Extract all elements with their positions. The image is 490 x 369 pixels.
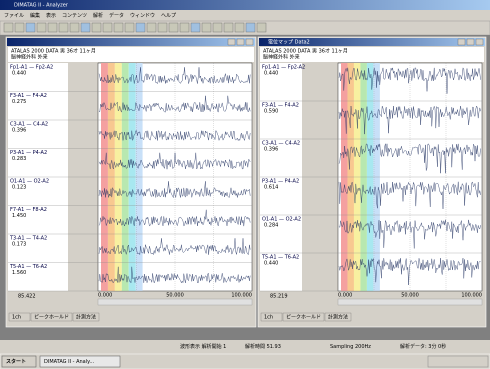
tool-button[interactable] xyxy=(202,23,211,32)
x-axis-label: 0.000 xyxy=(338,293,352,299)
menu-item[interactable]: ウィンドウ xyxy=(130,12,155,19)
window-button[interactable] xyxy=(458,39,465,45)
window-button[interactable] xyxy=(228,39,235,45)
tool-button[interactable] xyxy=(59,23,68,32)
header-text: 脳神経外科 外来 xyxy=(263,54,300,61)
tool-button[interactable] xyxy=(37,23,46,32)
tool-button[interactable] xyxy=(224,23,233,32)
status-text: 解析時間 51.93 xyxy=(245,343,281,350)
status-text: 解析データ: 3分 0秒 xyxy=(400,343,446,350)
tool-button[interactable] xyxy=(257,23,266,32)
tool-button[interactable] xyxy=(235,23,244,32)
tab-label: 計測方法 xyxy=(328,314,348,321)
channel-value: 1.450 xyxy=(12,213,26,219)
channel-value: 0.614 xyxy=(264,185,278,191)
x-axis-label: 100.000 xyxy=(231,293,252,299)
tab-label: 1ch xyxy=(264,315,273,321)
channel-value: 0.275 xyxy=(12,99,26,105)
status-text: Sampling 200Hz xyxy=(330,344,371,350)
tab-label: 1ch xyxy=(12,315,21,321)
tool-button[interactable] xyxy=(70,23,79,32)
tool-button[interactable] xyxy=(147,23,156,32)
tool-button[interactable] xyxy=(136,23,145,32)
scrollbar[interactable] xyxy=(338,299,482,305)
channel-value: 1.560 xyxy=(12,270,26,276)
menu-item[interactable]: データ xyxy=(109,12,124,19)
window-button[interactable] xyxy=(476,39,483,45)
tray xyxy=(428,356,488,367)
tool-button[interactable] xyxy=(92,23,101,32)
menu-item[interactable]: 編集 xyxy=(30,12,40,19)
tab-label: ピークホールド xyxy=(286,315,321,321)
header-text: ATALAS 2000 DATA 男 36才 11ヶ月 xyxy=(263,48,348,55)
window-button[interactable] xyxy=(246,39,253,45)
tab-label: 計測方法 xyxy=(76,314,96,321)
footer-value: 85.422 xyxy=(18,294,36,300)
tool-button[interactable] xyxy=(125,23,134,32)
tool-button[interactable] xyxy=(213,23,222,32)
x-axis-label: 50.000 xyxy=(401,293,419,299)
window-button[interactable] xyxy=(237,39,244,45)
tab-label: ピークホールド xyxy=(34,315,69,321)
menu-item[interactable]: 表示 xyxy=(46,12,56,19)
channel-value: 0.440 xyxy=(264,71,278,77)
channel-value: 0.590 xyxy=(264,109,278,115)
channel-value: 0.396 xyxy=(264,147,278,153)
window-title: 電位マップ Data2 xyxy=(268,39,310,46)
channel-value: 0.284 xyxy=(264,223,278,229)
tool-button[interactable] xyxy=(169,23,178,32)
channel-value: 0.173 xyxy=(12,242,26,248)
channel-value: 0.123 xyxy=(12,185,26,191)
menu-item[interactable]: ファイル xyxy=(4,13,24,19)
screen: DIMATAG II - Analyzer スタート DIMATAG II - … xyxy=(0,0,490,369)
window-button[interactable] xyxy=(467,39,474,45)
tool-button[interactable] xyxy=(26,23,35,32)
tool-button[interactable] xyxy=(103,23,112,32)
tool-button[interactable] xyxy=(158,23,167,32)
tool-button[interactable] xyxy=(81,23,90,32)
menu-item[interactable]: ヘルプ xyxy=(161,13,176,19)
channel-value: 0.440 xyxy=(264,261,278,267)
tool-button[interactable] xyxy=(15,23,24,32)
header-text: 脳神経外科 外来 xyxy=(11,54,48,61)
footer-value: 85.219 xyxy=(270,294,288,300)
app-title-bar xyxy=(0,0,490,10)
task-label: DIMATAG II - Analy... xyxy=(44,359,95,365)
header-text: ATALAS 2000 DATA 男 36才 11ヶ月 xyxy=(11,48,96,55)
menu-item[interactable]: コンテンツ xyxy=(62,13,87,19)
scrollbar[interactable] xyxy=(98,299,252,305)
tool-button[interactable] xyxy=(114,23,123,32)
tool-button[interactable] xyxy=(191,23,200,32)
app-title: DIMATAG II - Analyzer xyxy=(14,3,69,9)
tool-button[interactable] xyxy=(48,23,57,32)
channel-value: 0.283 xyxy=(12,156,26,162)
start-label: スタート xyxy=(6,358,26,365)
window-title-bar xyxy=(7,38,255,46)
menu-item[interactable]: 解析 xyxy=(93,12,103,19)
tool-button[interactable] xyxy=(4,23,13,32)
tool-button[interactable] xyxy=(246,23,255,32)
status-text: 波形表示 解析開始 1 xyxy=(180,343,226,350)
channel-value: 0.396 xyxy=(12,128,26,134)
x-axis-label: 0.000 xyxy=(98,293,112,299)
channel-value: 0.440 xyxy=(12,71,26,77)
x-axis-label: 50.000 xyxy=(166,293,184,299)
tool-button[interactable] xyxy=(180,23,189,32)
x-axis-label: 100.000 xyxy=(461,293,482,299)
